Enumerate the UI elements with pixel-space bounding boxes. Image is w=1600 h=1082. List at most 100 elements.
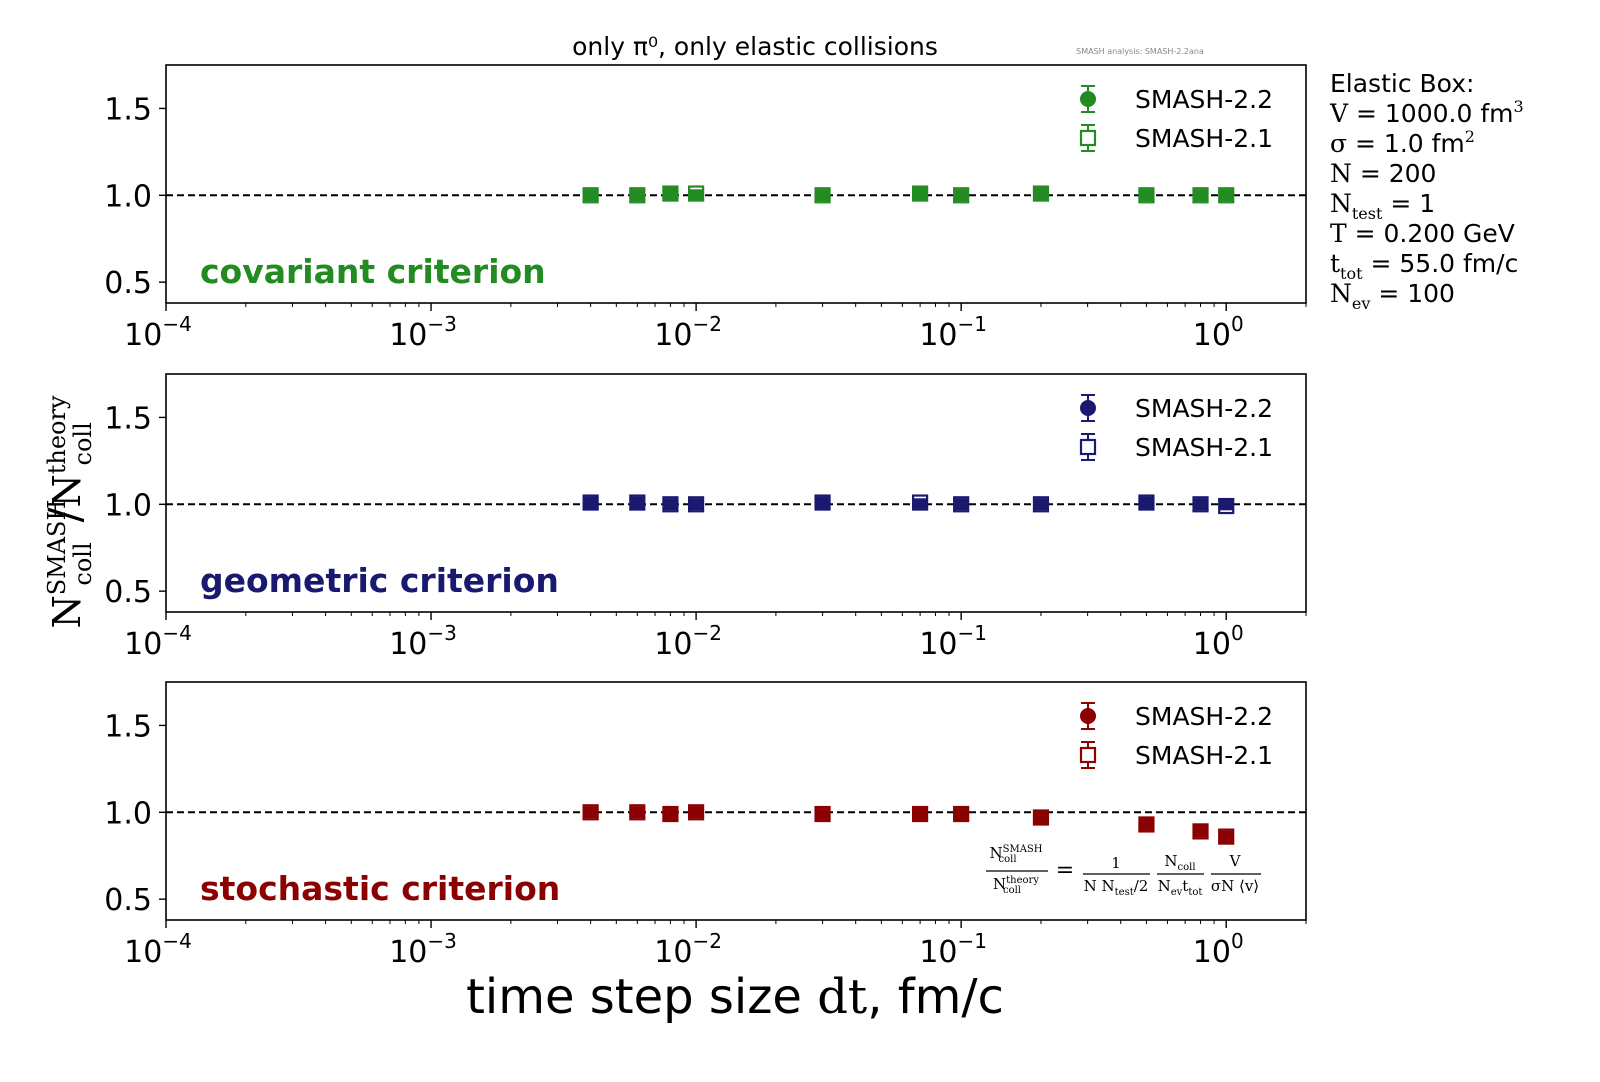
legend: SMASH-2.2 SMASH-2.1 (1079, 702, 1273, 770)
svg-text:Ncoll: Ncoll (1164, 852, 1195, 873)
info-line: V = 1000.0 fm3 (1329, 97, 1524, 128)
legend-marker-filled-circle (1080, 91, 1096, 107)
point-smash-2-2 (1139, 496, 1154, 509)
point-smash-2-2 (663, 808, 678, 821)
y-tick-label: 1.0 (104, 179, 152, 214)
info-line: T = 0.200 GeV (1330, 219, 1515, 248)
ylabel-den: N (45, 474, 89, 507)
y-tick-label: 0.5 (104, 575, 152, 610)
point-smash-2-2 (1193, 498, 1208, 511)
x-tick-label: 10−4 (124, 312, 192, 353)
x-tick-label: 100 (1193, 621, 1244, 662)
svg-text:σN ⟨v⟩: σN ⟨v⟩ (1211, 877, 1259, 895)
info-heading: Elastic Box: (1330, 69, 1474, 98)
ylabel-num-sub: coll (69, 542, 97, 585)
point-smash-2-2 (630, 496, 645, 509)
ylabel-den-sup: theory (43, 395, 71, 474)
point-smash-2-2 (1139, 189, 1154, 202)
x-tick-label: 10−2 (654, 621, 722, 662)
point-smash-2-2 (1139, 818, 1154, 831)
info-line: Ntest = 1 (1330, 189, 1435, 223)
ylabel-num: N (45, 595, 89, 628)
point-smash-2-2 (663, 498, 678, 511)
legend-label: SMASH-2.2 (1135, 394, 1273, 423)
x-tick-label: 10−4 (124, 929, 192, 970)
info-line: ttot = 55.0 fm/c (1330, 249, 1518, 283)
point-smash-2-2 (815, 496, 830, 509)
point-smash-2-2 (954, 808, 969, 821)
x-tick-label: 10−1 (919, 312, 987, 353)
x-tick-label: 10−3 (389, 929, 457, 970)
axes-frame (165, 64, 1307, 304)
x-tick-label: 10−1 (919, 929, 987, 970)
point-smash-2-2 (630, 806, 645, 819)
panel-2: 0.51.01.510−4 10−3 10−2 10−1 100SMASH-2.2SMA… (104, 373, 1307, 662)
svg-text:V: V (1229, 852, 1242, 870)
xlabel-var: dt (817, 969, 867, 1025)
point-smash-2-2 (1193, 825, 1208, 838)
point-smash-2-2 (689, 806, 704, 819)
x-tick-label: 100 (1193, 312, 1244, 353)
point-smash-2-2 (1219, 830, 1234, 843)
y-tick-label: 1.0 (104, 488, 152, 523)
point-smash-2-2 (815, 189, 830, 202)
legend-label: SMASH-2.1 (1135, 124, 1273, 153)
y-tick-label: 0.5 (104, 883, 152, 918)
ylabel-slash: / (40, 507, 91, 522)
figure-title: only π⁰, only elastic collisions (572, 32, 938, 61)
svg-text:1: 1 (1111, 854, 1121, 872)
point-smash-2-2 (954, 498, 969, 511)
point-smash-2-2 (1033, 187, 1048, 200)
x-tick-label: 10−3 (389, 312, 457, 353)
panels: 0.5 1.0 1.5 10−4 10−3 10−2 10−1 100 SMASH-2.2 SMA… (104, 64, 1307, 970)
legend-marker-open-square (1079, 129, 1097, 147)
criterion-label: covariant criterion (200, 252, 546, 291)
svg-text:=: = (1056, 858, 1074, 883)
y-tick-label: 1.0 (104, 796, 152, 831)
legend-label: SMASH-2.1 (1135, 433, 1273, 462)
info-line: σ = 1.0 fm2 (1330, 127, 1475, 158)
legend-label: SMASH-2.2 (1135, 85, 1273, 114)
ylabel-num-sup: SMASH (43, 500, 71, 596)
axes-frame (165, 681, 1307, 921)
point-smash-2-2 (815, 808, 830, 821)
point-smash-2-2 (1219, 498, 1234, 511)
point-smash-2-2 (1219, 189, 1234, 202)
point-smash-2-2 (630, 189, 645, 202)
y-tick-label: 1.5 (104, 92, 152, 127)
point-smash-2-2 (583, 806, 598, 819)
svg-text:NSMASHcoll/Ntheorycoll: NSMASHcoll/Ntheorycoll (40, 395, 97, 629)
info-line: Nev = 100 (1330, 279, 1455, 313)
svg-text:Nevttot: Nevttot (1158, 877, 1203, 898)
legend-marker-open-square (1079, 438, 1097, 456)
x-tick-label: 10−3 (389, 621, 457, 662)
point-smash-2-2 (1033, 498, 1048, 511)
point-smash-2-2 (689, 189, 704, 202)
point-smash-2-2 (663, 187, 678, 200)
panel-1: 0.51.01.510−4 10−3 10−2 10−1 100SMASH-2.2SMA… (104, 64, 1307, 353)
point-smash-2-2 (913, 498, 928, 511)
legend-marker-filled-circle (1080, 708, 1096, 724)
legend: SMASH-2.2 SMASH-2.1 (1079, 85, 1273, 153)
criterion-label: geometric criterion (200, 561, 559, 600)
xlabel-prefix: time step size (466, 969, 817, 1025)
point-smash-2-2 (583, 496, 598, 509)
y-tick-label: 1.5 (104, 709, 152, 744)
formula: NSMASH coll Ntheory coll = 1 N Ntest/2 Nco… (986, 844, 1261, 898)
axes-frame (165, 373, 1307, 613)
legend-marker-open-square (1079, 746, 1097, 764)
info-line: N = 200 (1330, 159, 1436, 188)
x-tick-label: 10−1 (919, 621, 987, 662)
x-tick-label: 10−2 (654, 929, 722, 970)
point-smash-2-2 (1033, 811, 1048, 824)
x-tick-label: 10−2 (654, 312, 722, 353)
ylabel-den-sub: coll (69, 422, 97, 465)
point-smash-2-2 (913, 808, 928, 821)
point-smash-2-2 (1193, 189, 1208, 202)
svg-text:Ntheorycoll: Ntheory coll (993, 875, 1039, 896)
watermark: SMASH analysis: SMASH-2.2ana (1076, 47, 1204, 56)
y-tick-label: 1.5 (104, 401, 152, 436)
svg-text:NSMASHcoll: NSMASH coll (989, 844, 1042, 865)
y-tick-label: 0.5 (104, 266, 152, 301)
